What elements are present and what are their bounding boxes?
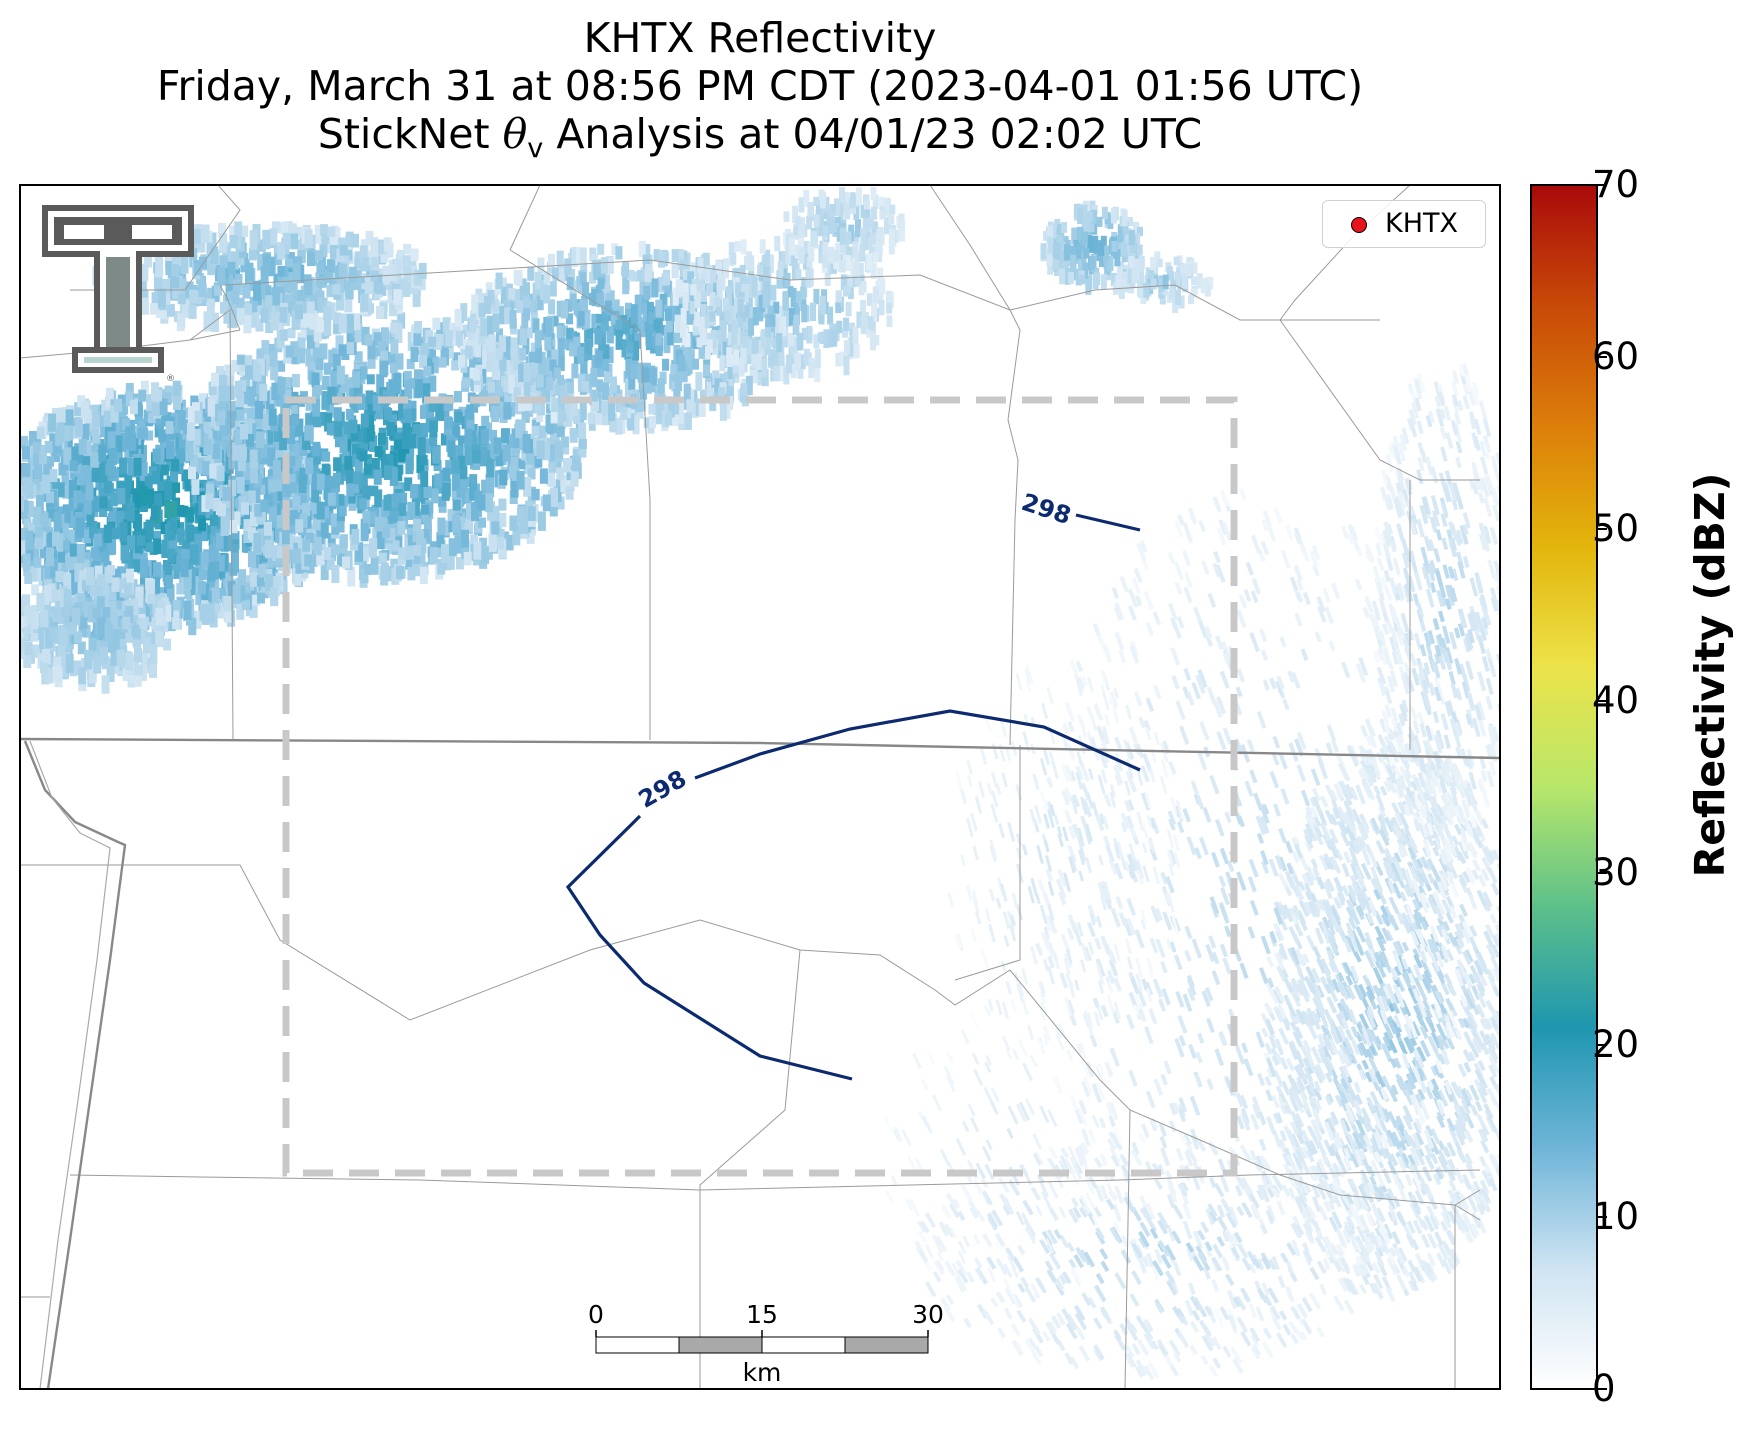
scale-bar-label-15: 15 bbox=[746, 1300, 778, 1329]
title-line-2: Friday, March 31 at 08:56 PM CDT (2023-0… bbox=[156, 62, 1364, 110]
river-line bbox=[29, 740, 111, 1389]
theta-v-contour-lower-top bbox=[694, 709, 1141, 780]
state-borders bbox=[20, 737, 1500, 1389]
scale-bar-unit: km bbox=[742, 1358, 782, 1387]
scale-bar-label-0: 0 bbox=[588, 1300, 604, 1329]
colorbar-gradient bbox=[1530, 184, 1598, 1390]
scale-bar bbox=[595, 1330, 929, 1354]
scale-bar-label-30: 30 bbox=[912, 1300, 944, 1329]
theta-v-contour-upper bbox=[1075, 513, 1141, 532]
colorbar-ticks bbox=[1597, 184, 1607, 1390]
colorbar-tick-label: 70 bbox=[1592, 163, 1640, 206]
colorbar-tick-label: 60 bbox=[1592, 335, 1640, 378]
colorbar-tick-label: 20 bbox=[1592, 1023, 1640, 1066]
colorbar-tick-label: 50 bbox=[1592, 507, 1640, 550]
colorbar-title: Reflectivity (dBZ) bbox=[1686, 472, 1734, 878]
theta-symbol: θ bbox=[502, 110, 528, 158]
colorbar-tick-label: 40 bbox=[1592, 679, 1640, 722]
colorbar-tick-label: 10 bbox=[1592, 1195, 1640, 1238]
title-line-3: StickNet θv Analysis at 04/01/23 02:02 U… bbox=[317, 110, 1203, 165]
legend: KHTX bbox=[1322, 200, 1486, 248]
colorbar-tick-label: 0 bbox=[1592, 1367, 1616, 1410]
map-frame bbox=[19, 184, 1501, 1390]
county-borders bbox=[20, 185, 1481, 1389]
colorbar-tick-label: 30 bbox=[1592, 851, 1640, 894]
reflectivity-layer bbox=[20, 187, 1500, 1381]
title-line-1: KHTX Reflectivity bbox=[583, 14, 937, 62]
radar-site-marker-icon bbox=[1351, 217, 1367, 233]
theta-v-contour-lower bbox=[565, 814, 853, 1081]
texas-tech-logo: ® bbox=[42, 205, 194, 384]
legend-label: KHTX bbox=[1385, 208, 1458, 239]
analysis-domain-box bbox=[282, 396, 1238, 1177]
